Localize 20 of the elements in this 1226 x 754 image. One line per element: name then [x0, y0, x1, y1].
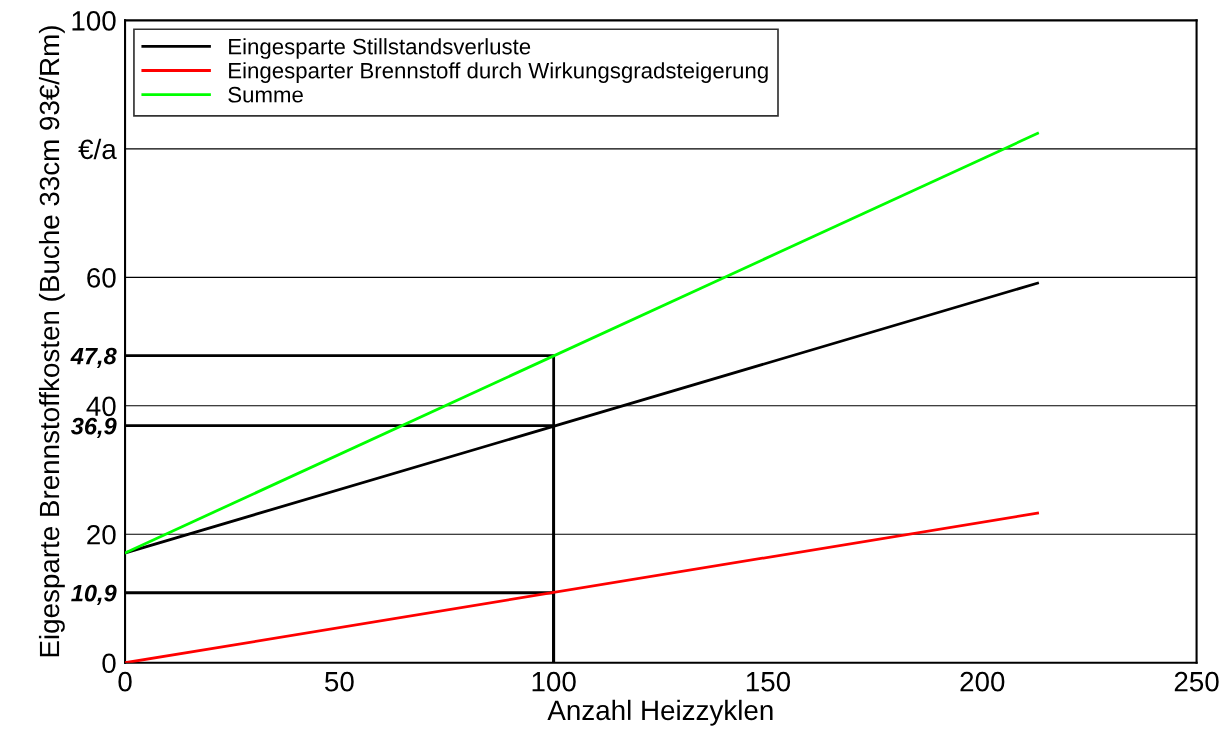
y-tick-label: 47,8	[70, 347, 117, 368]
x-tick-label: 0	[118, 671, 132, 692]
y-tick-label: 60	[87, 267, 116, 288]
y-axis-title: Eigesparte Brennstoffkosten (Buche 33cm 93€/Rm)	[38, 26, 65, 657]
x-tick-label: 250	[1174, 671, 1219, 692]
x-tick-label: 150	[746, 671, 791, 692]
y-tick-label: 0	[102, 653, 116, 674]
y-tick-label: 20	[87, 524, 116, 545]
x-tick-label: 200	[960, 671, 1005, 692]
y-tick-label: €/a	[78, 138, 117, 160]
legend-label: Eingesparte Stillstandsverluste	[229, 38, 531, 59]
y-tick-label: 36,9	[70, 417, 117, 438]
x-axis-title: Anzahl Heizzyklen	[547, 699, 773, 726]
y-tick-label: 40	[86, 396, 116, 417]
y-tick-label: 10,9	[71, 584, 117, 605]
x-tick-label: 50	[325, 671, 354, 692]
legend-label: Summe	[228, 86, 303, 103]
y-tick-label: 100	[72, 11, 116, 31]
legend-label: Eingesparter Brennstoff durch Wirkungsgradsteigerung	[229, 62, 768, 83]
x-tick-label: 100	[532, 671, 576, 692]
